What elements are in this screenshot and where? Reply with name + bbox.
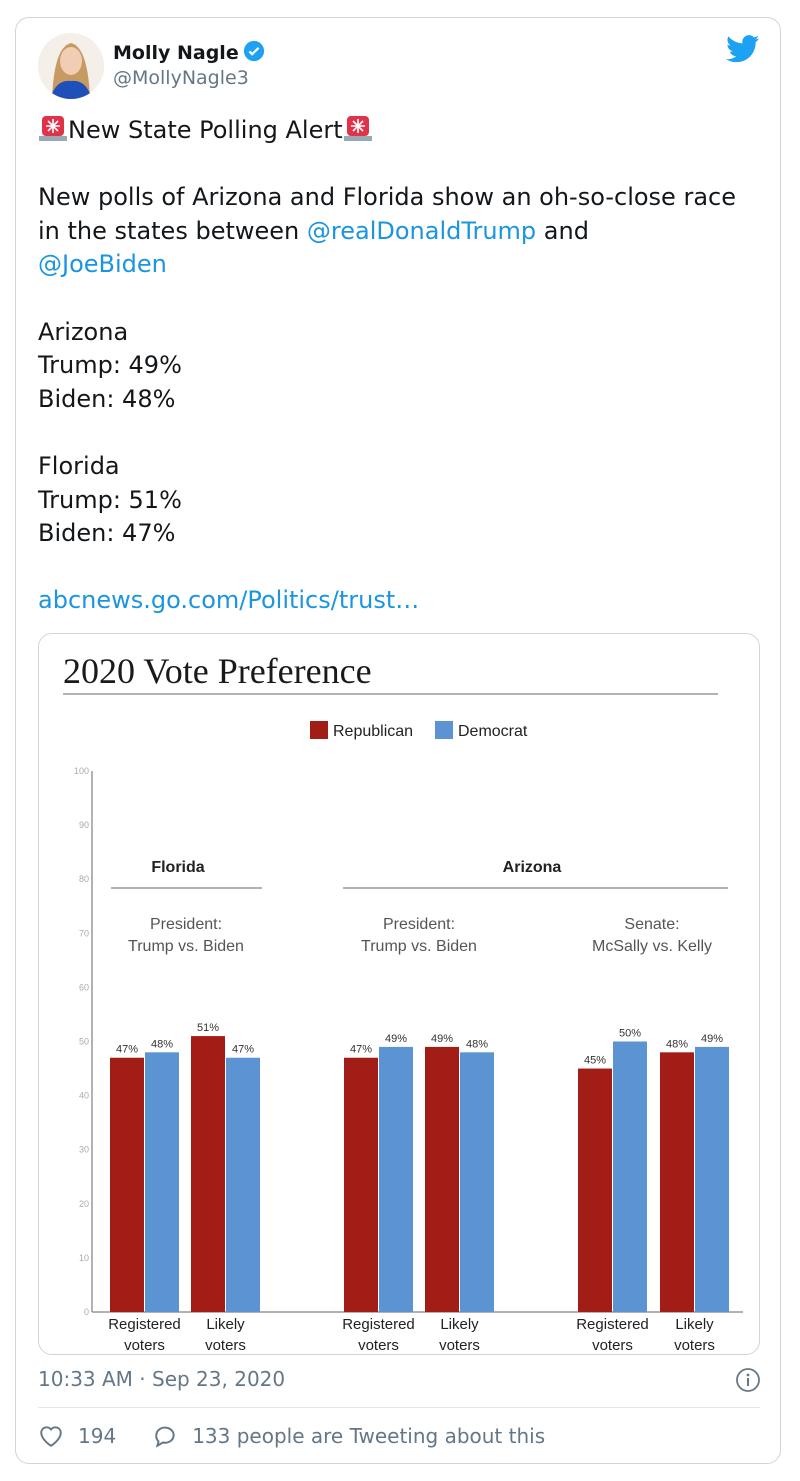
bar-value-label: 47% bbox=[350, 1044, 372, 1056]
y-tick-label: 70 bbox=[79, 928, 89, 938]
race-label: President: bbox=[383, 916, 455, 933]
bar-democrat bbox=[145, 1052, 179, 1312]
chart-image[interactable]: 2020 Vote Preference Republican Democrat… bbox=[38, 633, 760, 1355]
bar-value-label: 48% bbox=[466, 1038, 488, 1050]
verified-badge-icon bbox=[243, 40, 264, 62]
result-line: Trump: 49% bbox=[38, 351, 182, 380]
x-category-label: voters bbox=[124, 1337, 165, 1354]
vote-preference-chart: 2020 Vote Preference Republican Democrat… bbox=[63, 651, 743, 1354]
group-label-florida: Florida bbox=[151, 859, 204, 876]
bar-value-label: 51% bbox=[197, 1022, 219, 1034]
tweet-paragraph: New polls of Arizona and Florida show an… bbox=[38, 183, 744, 245]
bar-republican bbox=[425, 1046, 459, 1312]
bar-republican bbox=[660, 1052, 694, 1312]
bar-value-label: 47% bbox=[232, 1044, 254, 1056]
siren-icon bbox=[343, 114, 373, 142]
x-category-label: Registered bbox=[576, 1316, 649, 1333]
divider bbox=[38, 1407, 760, 1408]
bar-democrat bbox=[226, 1057, 260, 1312]
bar-democrat bbox=[695, 1046, 729, 1312]
tweet-text: New State Polling Alert New polls of Ari… bbox=[38, 114, 758, 618]
avatar[interactable] bbox=[38, 33, 104, 99]
result-line: Arizona bbox=[38, 317, 129, 346]
bar-value-label: 49% bbox=[385, 1033, 407, 1045]
y-tick-label: 40 bbox=[79, 1091, 89, 1101]
bar-democrat bbox=[460, 1052, 494, 1312]
group-label-arizona: Arizona bbox=[503, 859, 562, 876]
info-icon[interactable] bbox=[735, 1367, 761, 1393]
legend-label-democrat: Democrat bbox=[458, 723, 528, 740]
x-category-label: Registered bbox=[108, 1316, 181, 1333]
race-label: Senate: bbox=[624, 916, 679, 933]
heart-icon[interactable] bbox=[38, 1424, 64, 1448]
bar-value-label: 45% bbox=[584, 1055, 606, 1067]
like-count[interactable]: 194 bbox=[78, 1424, 117, 1448]
bar-value-label: 47% bbox=[116, 1044, 138, 1056]
x-category-label: Likely bbox=[440, 1316, 479, 1333]
mention-link[interactable]: @realDonaldTrump bbox=[306, 216, 537, 245]
legend-swatch-democrat bbox=[435, 721, 453, 739]
mention-link[interactable]: @JoeBiden bbox=[38, 250, 167, 279]
x-category-label: Likely bbox=[206, 1316, 245, 1333]
x-category-label: voters bbox=[439, 1337, 480, 1354]
comment-icon[interactable] bbox=[152, 1424, 178, 1448]
bar-republican bbox=[191, 1036, 225, 1312]
bar-value-label: 49% bbox=[431, 1033, 453, 1045]
legend-label-republican: Republican bbox=[333, 723, 413, 740]
bar-value-label: 50% bbox=[619, 1028, 641, 1040]
bar-democrat bbox=[379, 1046, 413, 1312]
x-category-label: voters bbox=[592, 1337, 633, 1354]
author-name-text[interactable]: Molly Nagle bbox=[113, 42, 239, 64]
bar-value-label: 48% bbox=[151, 1038, 173, 1050]
y-tick-label: 90 bbox=[79, 820, 89, 830]
race-label: McSally vs. Kelly bbox=[592, 938, 712, 955]
author-name[interactable]: Molly Nagle bbox=[113, 40, 265, 64]
race-label: President: bbox=[150, 916, 222, 933]
tweet-card[interactable] bbox=[15, 17, 781, 1464]
x-category-label: voters bbox=[358, 1337, 399, 1354]
article-link[interactable]: abcnews.go.com/Politics/trust… bbox=[38, 586, 420, 615]
x-category-label: voters bbox=[205, 1337, 246, 1354]
bar-republican bbox=[578, 1068, 612, 1312]
y-tick-label: 60 bbox=[79, 982, 89, 992]
timestamp[interactable]: 10:33 AM · Sep 23, 2020 bbox=[38, 1367, 286, 1391]
result-line: Florida bbox=[38, 451, 120, 480]
y-tick-label: 0 bbox=[84, 1307, 89, 1317]
race-label: Trump vs. Biden bbox=[361, 938, 477, 955]
tweet-paragraph-and: and bbox=[536, 216, 589, 245]
x-category-label: voters bbox=[674, 1337, 715, 1354]
x-category-label: Likely bbox=[675, 1316, 714, 1333]
twitter-bird-icon[interactable] bbox=[726, 35, 760, 63]
bar-republican bbox=[110, 1057, 144, 1312]
bar-democrat bbox=[613, 1041, 647, 1312]
bar-value-label: 48% bbox=[666, 1038, 688, 1050]
y-tick-label: 80 bbox=[79, 874, 89, 884]
race-label: Trump vs. Biden bbox=[128, 938, 244, 955]
legend-swatch-republican bbox=[310, 721, 328, 739]
author-handle[interactable]: @MollyNagle3 bbox=[113, 67, 249, 89]
bar-republican bbox=[344, 1057, 378, 1312]
x-category-label: Registered bbox=[342, 1316, 415, 1333]
bar-value-label: 49% bbox=[701, 1033, 723, 1045]
result-line: Biden: 48% bbox=[38, 384, 176, 413]
y-tick-label: 50 bbox=[79, 1037, 89, 1047]
tweet-stats: 194 133 people are Tweeting about this bbox=[38, 1424, 545, 1448]
tweeting-about-link[interactable]: 133 people are Tweeting about this bbox=[192, 1424, 546, 1448]
y-tick-label: 30 bbox=[79, 1145, 89, 1155]
y-tick-label: 10 bbox=[79, 1253, 89, 1263]
result-line: Biden: 47% bbox=[38, 519, 176, 548]
result-line: Trump: 51% bbox=[38, 485, 182, 514]
y-tick-label: 100 bbox=[74, 766, 89, 776]
headline: New State Polling Alert bbox=[68, 116, 343, 144]
chart-title: 2020 Vote Preference bbox=[63, 651, 372, 691]
avatar-image bbox=[38, 33, 104, 99]
y-tick-label: 20 bbox=[79, 1199, 89, 1209]
siren-icon bbox=[38, 114, 68, 142]
